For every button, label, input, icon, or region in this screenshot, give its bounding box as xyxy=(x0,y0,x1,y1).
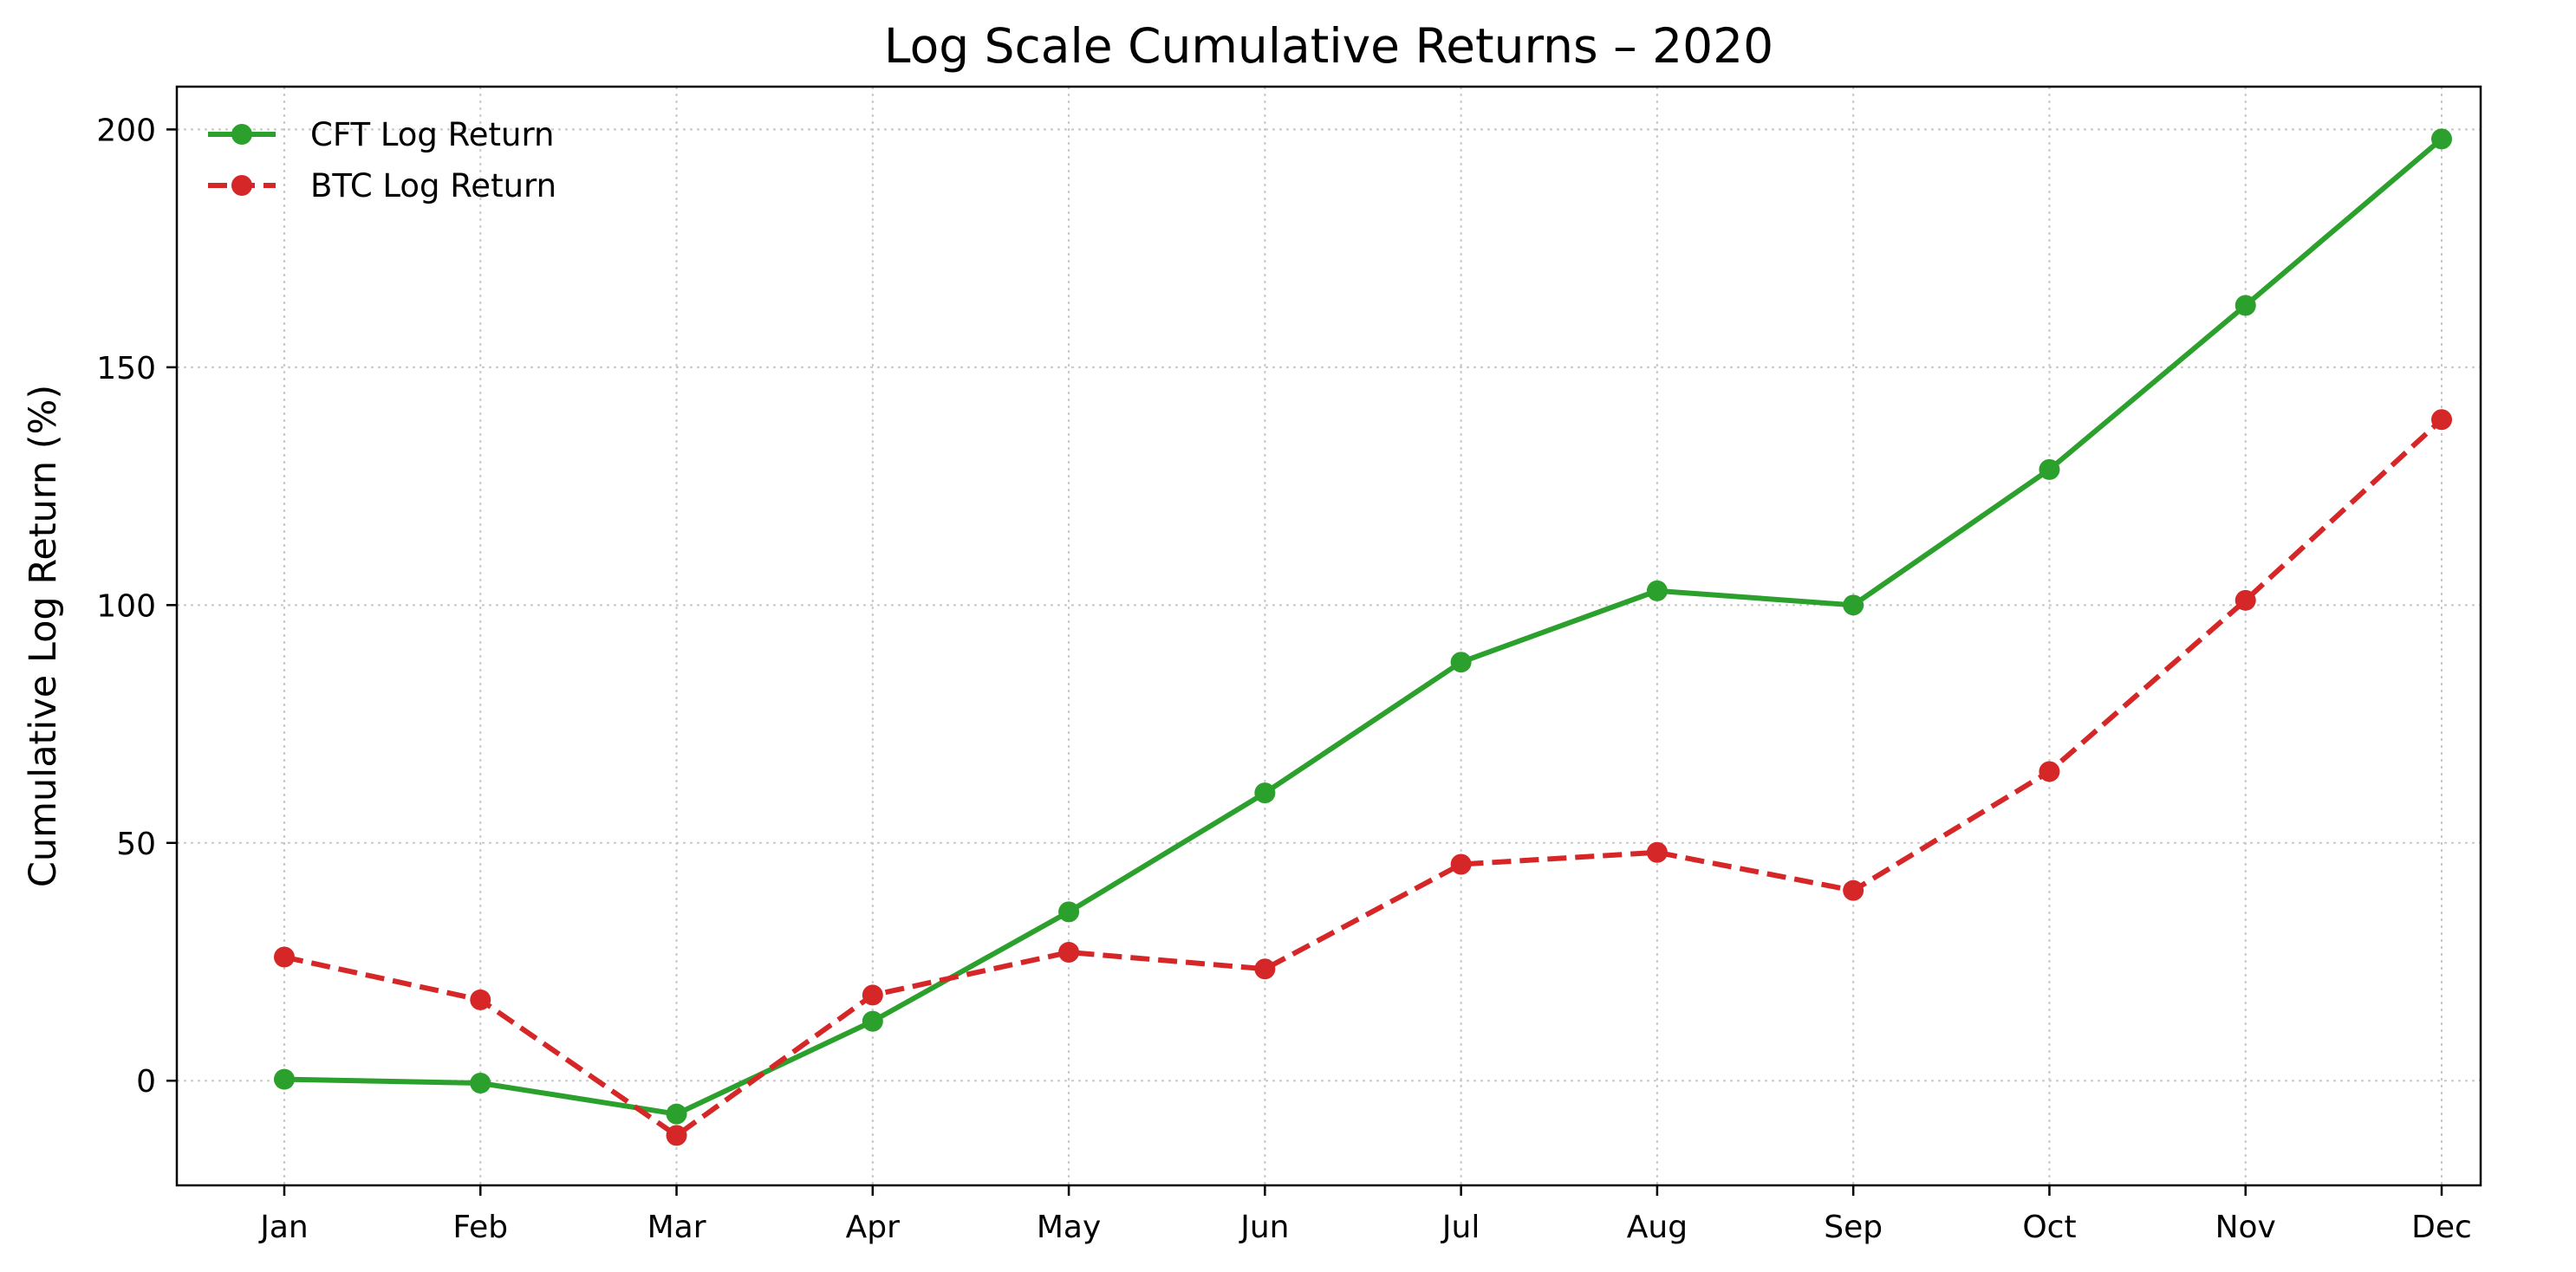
legend-entry: CFT Log Return xyxy=(208,116,554,153)
x-tick-label: Nov xyxy=(2215,1210,2276,1245)
data-point xyxy=(274,946,295,968)
data-point xyxy=(2431,409,2452,431)
data-point xyxy=(1254,782,1276,804)
series-line xyxy=(283,418,2444,1139)
x-tick-label: Apr xyxy=(846,1210,900,1245)
x-tick-label: Oct xyxy=(2022,1210,2076,1245)
legend-label: CFT Log Return xyxy=(310,116,554,153)
data-point xyxy=(862,984,883,1006)
y-tick-label: 0 xyxy=(136,1064,156,1100)
data-point xyxy=(1646,580,1668,601)
data-point xyxy=(862,1010,883,1032)
x-tick-label: Feb xyxy=(452,1210,508,1245)
x-tick-label: Jun xyxy=(1239,1210,1289,1245)
series-2 xyxy=(274,409,2452,1146)
y-tick-label: 150 xyxy=(96,351,156,386)
legend-swatch-marker xyxy=(231,175,252,196)
data-point xyxy=(470,989,491,1010)
data-point xyxy=(1646,841,1668,863)
x-tick-label: Jan xyxy=(258,1210,309,1245)
data-point xyxy=(666,1103,687,1125)
data-point xyxy=(2234,295,2256,316)
x-tick-label: Sep xyxy=(1824,1210,1883,1245)
x-tick-label: May xyxy=(1037,1210,1101,1245)
data-point xyxy=(1450,652,1472,673)
grid-layer xyxy=(177,87,2481,1185)
x-tick-label: Jul xyxy=(1441,1210,1480,1245)
series-1 xyxy=(274,128,2452,1125)
y-tick-label: 200 xyxy=(96,113,156,148)
x-tick-label: Aug xyxy=(1627,1210,1688,1245)
data-point xyxy=(1843,594,1864,616)
data-point xyxy=(666,1125,687,1146)
axis-layer: Jan Feb Mar Apr May Jun Jul Aug Sep Oct Nov Dec 0 50 1… xyxy=(96,113,2472,1245)
series-layer xyxy=(274,128,2452,1146)
legend: CFT Log Return BTC Log Return xyxy=(208,116,556,204)
data-point xyxy=(1058,901,1080,923)
data-point xyxy=(470,1072,491,1094)
data-point xyxy=(2039,761,2060,782)
y-tick-label: 50 xyxy=(116,827,156,862)
data-point xyxy=(274,1068,295,1090)
data-point xyxy=(2234,589,2256,611)
y-tick-label: 100 xyxy=(96,588,156,624)
data-point xyxy=(1254,958,1276,980)
data-point xyxy=(1450,853,1472,875)
data-point xyxy=(1843,879,1864,901)
data-point xyxy=(2431,128,2452,150)
chart-title: Log Scale Cumulative Returns – 2020 xyxy=(884,18,1773,74)
y-axis-label: Cumulative Log Return (%) xyxy=(22,385,65,887)
x-tick-label: Dec xyxy=(2411,1210,2472,1245)
legend-swatch-marker xyxy=(231,124,252,145)
data-point xyxy=(2039,458,2060,480)
legend-entry: BTC Log Return xyxy=(208,167,556,204)
x-tick-label: Mar xyxy=(647,1210,706,1245)
data-point xyxy=(1058,942,1080,964)
legend-label: BTC Log Return xyxy=(310,167,556,204)
plot-frame xyxy=(175,85,2482,1187)
series-line xyxy=(283,137,2443,1117)
